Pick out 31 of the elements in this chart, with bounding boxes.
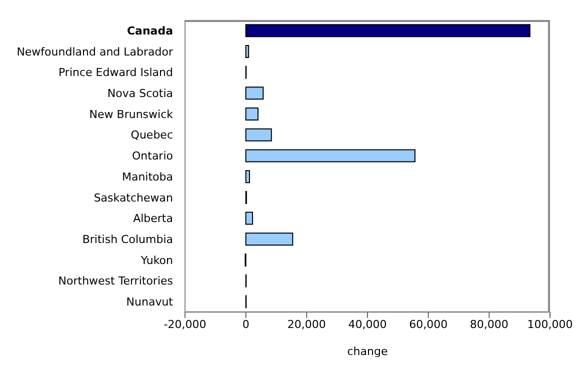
bar [245, 44, 250, 58]
x-tick-label: 60,000 [409, 318, 448, 331]
y-tick-label: Yukon [140, 254, 174, 267]
y-tick-label: Saskatchewan [94, 191, 174, 204]
y-tick-label: Canada [126, 24, 173, 38]
bar [245, 108, 258, 121]
y-tick-label: Northwest Territories [58, 274, 174, 288]
x-tick-label: 80,000 [470, 318, 508, 331]
x-tick-label: 0 [242, 318, 250, 331]
x-tick-label: 20,000 [287, 318, 326, 331]
y-tick-label: Nova Scotia [107, 87, 173, 100]
x-tick-label: -20,000 [164, 318, 206, 331]
y-tick-label: Ontario [132, 150, 174, 163]
bar [245, 149, 416, 162]
y-tick-label: Nunavut [126, 296, 174, 309]
y-tick-label: Prince Edward Island [58, 66, 173, 80]
y-tick-label: Quebec [130, 128, 173, 142]
x-axis-title: change [347, 345, 388, 358]
y-tick-label: New Brunswick [89, 108, 174, 121]
bar [245, 212, 254, 225]
x-tick-label: 40,000 [348, 318, 387, 331]
bar [245, 24, 530, 38]
bar [245, 232, 294, 246]
bar [245, 170, 250, 184]
bar [245, 128, 272, 142]
x-tick-label: 100,000 [527, 318, 573, 331]
bar [245, 86, 264, 100]
y-tick-label: Alberta [133, 212, 173, 226]
y-tick-label: Manitoba [122, 170, 173, 184]
y-tick-label: Newfoundland and Labrador [16, 45, 174, 58]
y-tick-label: British Columbia [82, 233, 173, 246]
